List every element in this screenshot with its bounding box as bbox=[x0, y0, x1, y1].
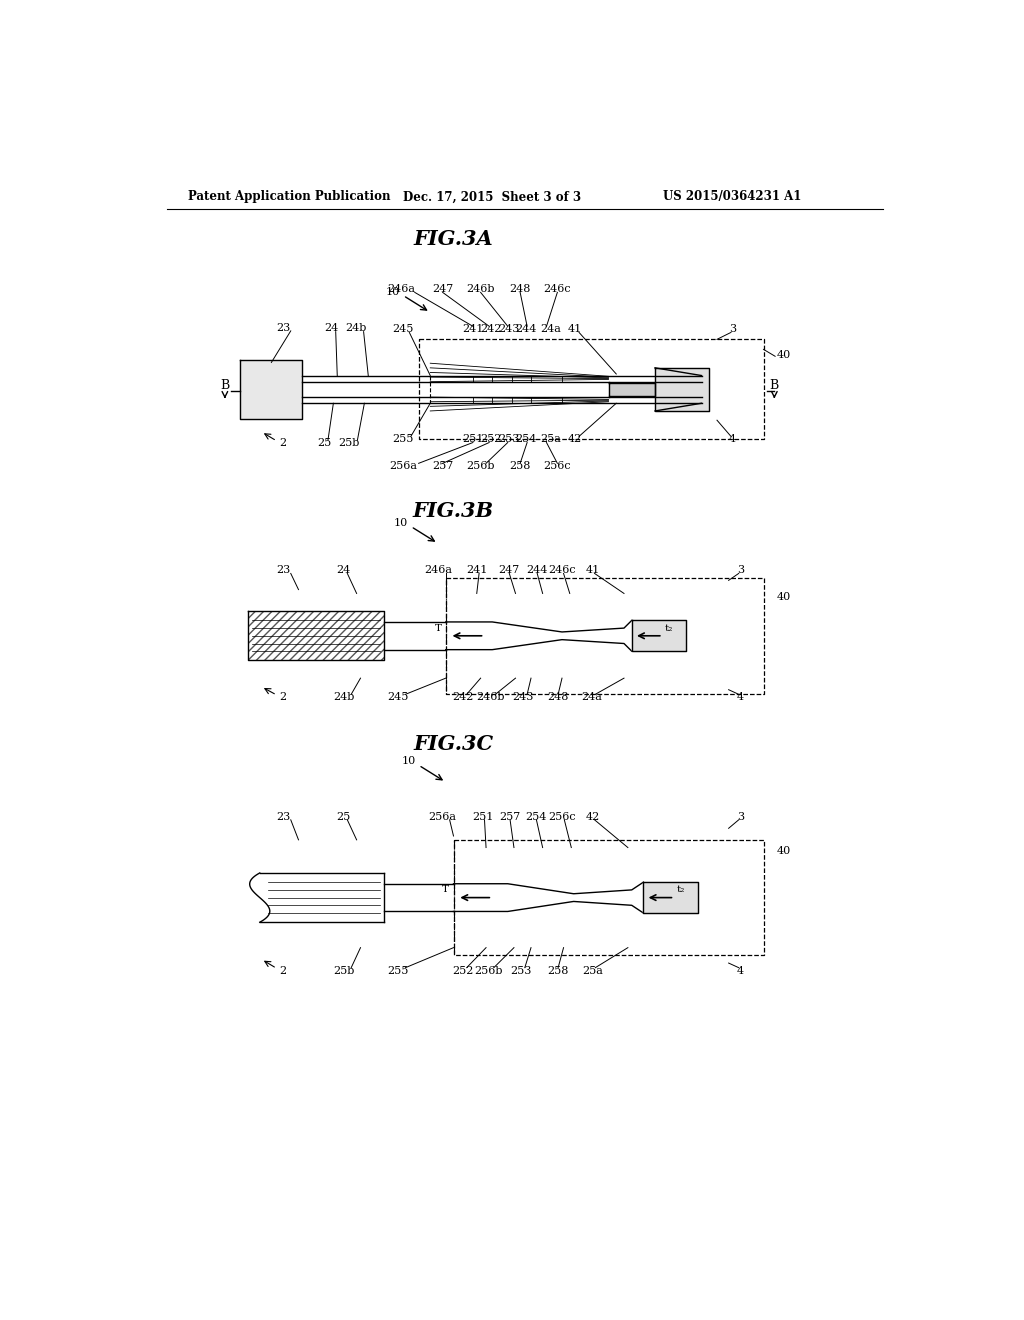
Text: US 2015/0364231 A1: US 2015/0364231 A1 bbox=[663, 190, 801, 203]
Text: 3: 3 bbox=[736, 565, 743, 576]
Text: 24b: 24b bbox=[345, 323, 367, 333]
Text: 3: 3 bbox=[729, 325, 736, 334]
Text: 23: 23 bbox=[275, 812, 290, 822]
Text: 252: 252 bbox=[480, 434, 502, 445]
Text: 246c: 246c bbox=[548, 565, 575, 576]
Text: Patent Application Publication: Patent Application Publication bbox=[188, 190, 391, 203]
Polygon shape bbox=[260, 873, 384, 923]
Text: 252: 252 bbox=[453, 966, 473, 975]
Text: 25: 25 bbox=[317, 438, 331, 449]
Text: FIG.3C: FIG.3C bbox=[414, 734, 494, 754]
Text: 246a: 246a bbox=[387, 284, 416, 294]
Text: 242: 242 bbox=[480, 325, 502, 334]
Text: 25a: 25a bbox=[540, 434, 561, 445]
Polygon shape bbox=[241, 360, 302, 418]
Polygon shape bbox=[632, 620, 686, 651]
Text: 40: 40 bbox=[776, 846, 791, 857]
Text: T: T bbox=[442, 886, 450, 895]
Text: 247: 247 bbox=[432, 284, 454, 294]
Text: 246c: 246c bbox=[544, 284, 571, 294]
Text: 25a: 25a bbox=[583, 966, 603, 975]
Text: 24a: 24a bbox=[581, 693, 602, 702]
Text: B: B bbox=[770, 379, 779, 392]
Text: 241: 241 bbox=[466, 565, 487, 576]
Text: 4: 4 bbox=[736, 693, 743, 702]
Text: 242: 242 bbox=[453, 693, 473, 702]
Text: 251: 251 bbox=[462, 434, 483, 445]
Text: 23: 23 bbox=[275, 565, 290, 576]
Text: 41: 41 bbox=[568, 325, 583, 334]
Text: 4: 4 bbox=[729, 434, 736, 445]
Text: 256c: 256c bbox=[548, 812, 575, 822]
Text: 243: 243 bbox=[498, 325, 519, 334]
Text: 40: 40 bbox=[776, 593, 791, 602]
Text: 258: 258 bbox=[548, 966, 568, 975]
Polygon shape bbox=[608, 383, 655, 396]
Text: 247: 247 bbox=[499, 565, 520, 576]
Text: 42: 42 bbox=[586, 812, 600, 822]
Text: 255: 255 bbox=[387, 966, 409, 975]
Text: 245: 245 bbox=[392, 325, 414, 334]
Text: 251: 251 bbox=[472, 812, 494, 822]
Text: 246a: 246a bbox=[424, 565, 452, 576]
Text: 256a: 256a bbox=[389, 462, 417, 471]
Text: t₂: t₂ bbox=[677, 886, 685, 895]
Text: 25b: 25b bbox=[338, 438, 359, 449]
Text: 24a: 24a bbox=[540, 325, 561, 334]
Text: 256a: 256a bbox=[428, 812, 456, 822]
Polygon shape bbox=[643, 882, 697, 913]
Text: 255: 255 bbox=[392, 434, 414, 445]
Text: 243: 243 bbox=[513, 693, 534, 702]
Text: 257: 257 bbox=[500, 812, 520, 822]
Text: 244: 244 bbox=[516, 325, 537, 334]
Polygon shape bbox=[302, 397, 701, 404]
Text: 24: 24 bbox=[325, 323, 339, 333]
Text: t₂: t₂ bbox=[665, 623, 673, 632]
Text: T: T bbox=[434, 623, 441, 632]
Text: 257: 257 bbox=[432, 462, 454, 471]
Text: 10: 10 bbox=[386, 288, 400, 297]
Text: 23: 23 bbox=[275, 323, 290, 333]
Text: 245: 245 bbox=[387, 693, 409, 702]
Text: B: B bbox=[220, 379, 229, 392]
Text: 2: 2 bbox=[280, 966, 287, 975]
Text: 25: 25 bbox=[336, 812, 350, 822]
Text: 2: 2 bbox=[280, 693, 287, 702]
Text: 258: 258 bbox=[510, 462, 530, 471]
Text: 244: 244 bbox=[526, 565, 548, 576]
Polygon shape bbox=[248, 611, 384, 660]
Text: 42: 42 bbox=[568, 434, 583, 445]
Text: 2: 2 bbox=[280, 438, 287, 449]
Text: 254: 254 bbox=[516, 434, 537, 445]
Text: 24: 24 bbox=[336, 565, 350, 576]
Text: 256b: 256b bbox=[466, 462, 495, 471]
Text: 256c: 256c bbox=[544, 462, 571, 471]
Text: FIG.3B: FIG.3B bbox=[413, 502, 494, 521]
Text: 256b: 256b bbox=[474, 966, 503, 975]
Text: 10: 10 bbox=[393, 517, 408, 528]
Text: 241: 241 bbox=[462, 325, 483, 334]
Text: 24b: 24b bbox=[333, 693, 354, 702]
Polygon shape bbox=[302, 376, 701, 381]
Text: 41: 41 bbox=[586, 565, 600, 576]
Text: 248: 248 bbox=[510, 284, 530, 294]
Text: 4: 4 bbox=[736, 966, 743, 975]
Text: 25b: 25b bbox=[333, 966, 354, 975]
Text: 253: 253 bbox=[498, 434, 519, 445]
Text: 248: 248 bbox=[548, 693, 568, 702]
Text: 40: 40 bbox=[776, 350, 791, 360]
Text: 10: 10 bbox=[401, 756, 416, 767]
Text: 246b: 246b bbox=[466, 284, 495, 294]
Text: Dec. 17, 2015  Sheet 3 of 3: Dec. 17, 2015 Sheet 3 of 3 bbox=[403, 190, 582, 203]
Polygon shape bbox=[655, 368, 710, 411]
Text: 253: 253 bbox=[510, 966, 531, 975]
Text: FIG.3A: FIG.3A bbox=[414, 230, 494, 249]
Text: 3: 3 bbox=[736, 812, 743, 822]
Text: 246b: 246b bbox=[476, 693, 505, 702]
Text: 254: 254 bbox=[525, 812, 547, 822]
